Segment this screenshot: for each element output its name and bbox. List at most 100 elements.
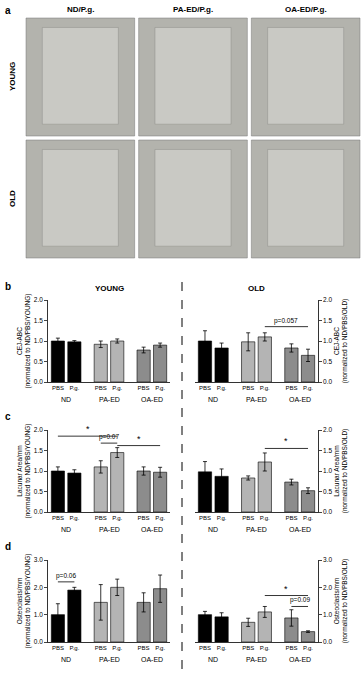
svg-text:ND: ND: [61, 396, 71, 403]
svg-text:Osteoclasts/mm(normalized to N: Osteoclasts/mm(normalized to ND/PBS/YOUN…: [16, 554, 32, 649]
svg-text:P.g.: P.g.: [303, 515, 313, 521]
svg-text:Lacunar Area/mm(normalized to: Lacunar Area/mm(normalized to ND/PBS/OLD…: [333, 429, 349, 514]
svg-text:PA-ED: PA-ED: [99, 396, 120, 403]
svg-text:P.g.: P.g.: [69, 645, 79, 651]
svg-text:P.g.: P.g.: [155, 515, 165, 521]
svg-text:P.g.: P.g.: [260, 385, 270, 391]
svg-text:PBS: PBS: [199, 515, 211, 521]
svg-text:PBS: PBS: [242, 385, 254, 391]
svg-text:PBS: PBS: [95, 645, 107, 651]
svg-text:PBS: PBS: [242, 645, 254, 651]
svg-text:PBS: PBS: [199, 645, 211, 651]
svg-text:b: b: [5, 281, 11, 292]
svg-text:PA-ED: PA-ED: [99, 526, 120, 533]
svg-text:P.g.: P.g.: [69, 385, 79, 391]
svg-text:PBS: PBS: [285, 515, 297, 521]
svg-text:1.0: 1.0: [34, 611, 43, 618]
svg-text:OLD: OLD: [248, 284, 265, 293]
svg-text:YOUNG: YOUNG: [8, 62, 17, 91]
svg-text:PBS: PBS: [95, 385, 107, 391]
svg-text:2.0: 2.0: [34, 584, 43, 591]
svg-text:0.5: 0.5: [323, 488, 332, 495]
svg-text:PBS: PBS: [138, 385, 150, 391]
svg-text:PA-ED: PA-ED: [246, 656, 267, 663]
svg-text:0.0: 0.0: [323, 378, 332, 385]
svg-text:2.0: 2.0: [323, 296, 332, 303]
svg-text:PBS: PBS: [242, 515, 254, 521]
svg-text:CEJ-ABC(normalized to ND/PBS/O: CEJ-ABC(normalized to ND/PBS/OLD): [333, 299, 349, 384]
svg-text:2.0: 2.0: [34, 296, 43, 303]
svg-text:p=0.057: p=0.057: [274, 317, 298, 325]
svg-text:0.5: 0.5: [34, 358, 43, 365]
svg-text:PA-ED: PA-ED: [99, 656, 120, 663]
svg-text:P.g.: P.g.: [112, 645, 122, 651]
svg-text:PBS: PBS: [138, 645, 150, 651]
svg-text:3.0: 3.0: [323, 556, 332, 563]
svg-text:OA-ED: OA-ED: [141, 656, 163, 663]
svg-text:2.0: 2.0: [34, 426, 43, 433]
svg-text:YOUNG: YOUNG: [95, 284, 124, 293]
svg-text:ND: ND: [208, 396, 218, 403]
svg-text:p=0.06: p=0.06: [56, 572, 76, 580]
svg-text:1.5: 1.5: [323, 447, 332, 454]
svg-text:d: d: [5, 541, 11, 552]
svg-text:p=0.09: p=0.09: [290, 596, 310, 604]
svg-text:3.0: 3.0: [34, 556, 43, 563]
svg-text:*: *: [137, 434, 141, 444]
svg-text:1.5: 1.5: [34, 447, 43, 454]
svg-text:PBS: PBS: [95, 515, 107, 521]
svg-text:OA-ED: OA-ED: [141, 526, 163, 533]
svg-text:P.g.: P.g.: [260, 515, 270, 521]
svg-text:OLD: OLD: [8, 190, 17, 207]
svg-text:P.g.: P.g.: [260, 645, 270, 651]
svg-text:PBS: PBS: [199, 385, 211, 391]
svg-text:ND: ND: [61, 656, 71, 663]
svg-text:P.g.: P.g.: [303, 385, 313, 391]
svg-text:P.g.: P.g.: [217, 385, 227, 391]
svg-text:c: c: [5, 411, 11, 422]
svg-text:0.0: 0.0: [34, 378, 43, 385]
svg-text:OA-ED: OA-ED: [289, 396, 311, 403]
svg-text:P.g.: P.g.: [303, 645, 313, 651]
svg-text:0.5: 0.5: [34, 488, 43, 495]
svg-text:P.g.: P.g.: [217, 645, 227, 651]
svg-text:PBS: PBS: [285, 645, 297, 651]
svg-text:1.0: 1.0: [34, 467, 43, 474]
svg-text:a: a: [5, 5, 11, 16]
svg-text:P.g.: P.g.: [217, 515, 227, 521]
svg-text:ND: ND: [208, 526, 218, 533]
svg-text:2.0: 2.0: [323, 584, 332, 591]
svg-text:1.5: 1.5: [323, 317, 332, 324]
svg-text:PA-ED/P.g.: PA-ED/P.g.: [173, 5, 213, 14]
svg-text:*: *: [284, 436, 288, 446]
svg-text:p=0.07: p=0.07: [99, 433, 119, 441]
svg-text:P.g.: P.g.: [69, 515, 79, 521]
svg-text:*: *: [284, 584, 288, 594]
svg-text:PBS: PBS: [52, 385, 64, 391]
svg-text:OA-ED/P.g.: OA-ED/P.g.: [285, 5, 327, 14]
svg-text:PBS: PBS: [138, 515, 150, 521]
svg-text:ND/P.g.: ND/P.g.: [67, 5, 94, 14]
svg-text:1.0: 1.0: [323, 467, 332, 474]
svg-text:OA-ED: OA-ED: [289, 526, 311, 533]
svg-text:PA-ED: PA-ED: [246, 526, 267, 533]
svg-text:ND: ND: [61, 526, 71, 533]
svg-text:P.g.: P.g.: [112, 385, 122, 391]
svg-text:1.0: 1.0: [323, 337, 332, 344]
svg-text:PBS: PBS: [52, 645, 64, 651]
svg-text:*: *: [86, 424, 90, 434]
svg-text:PBS: PBS: [52, 515, 64, 521]
svg-text:0.5: 0.5: [323, 358, 332, 365]
svg-text:0.0: 0.0: [323, 638, 332, 645]
svg-text:P.g.: P.g.: [112, 515, 122, 521]
svg-text:1.0: 1.0: [323, 611, 332, 618]
svg-text:0.0: 0.0: [34, 508, 43, 515]
svg-text:OA-ED: OA-ED: [289, 656, 311, 663]
svg-text:P.g.: P.g.: [155, 385, 165, 391]
svg-text:PA-ED: PA-ED: [246, 396, 267, 403]
svg-text:1.5: 1.5: [34, 317, 43, 324]
svg-text:0.0: 0.0: [34, 638, 43, 645]
svg-text:Lacunar Area/mm(normalized to: Lacunar Area/mm(normalized to ND/PBS/YOU…: [16, 424, 32, 519]
svg-text:0.0: 0.0: [323, 508, 332, 515]
svg-text:Osteoclasts/mm(normalized to N: Osteoclasts/mm(normalized to ND/PBS/OLD): [333, 559, 349, 644]
